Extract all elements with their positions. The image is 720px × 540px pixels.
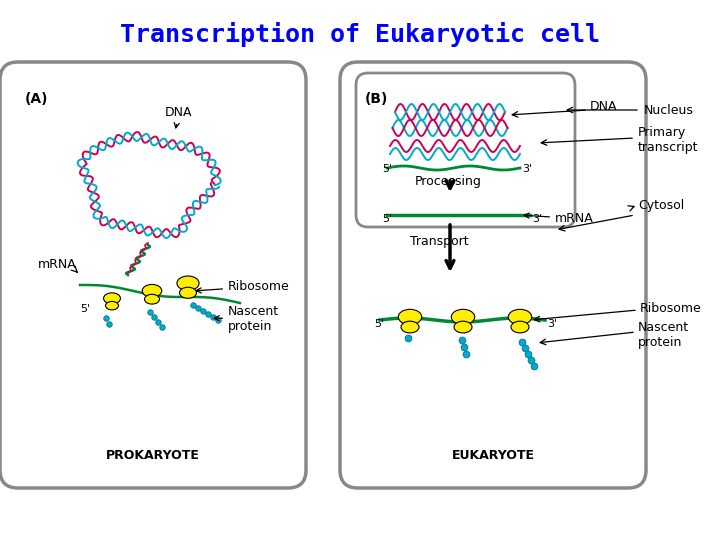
Text: Processing: Processing xyxy=(415,175,482,188)
Text: Nascent
protein: Nascent protein xyxy=(214,305,279,333)
FancyBboxPatch shape xyxy=(340,62,646,488)
Text: Ribosome: Ribosome xyxy=(196,280,289,293)
Text: Nucleus: Nucleus xyxy=(644,104,694,117)
Text: DNA: DNA xyxy=(590,100,618,113)
FancyBboxPatch shape xyxy=(356,73,575,227)
Text: PROKARYOTE: PROKARYOTE xyxy=(106,449,200,462)
Text: 5': 5' xyxy=(382,164,392,174)
Text: DNA: DNA xyxy=(165,106,192,128)
Ellipse shape xyxy=(106,301,119,310)
Ellipse shape xyxy=(401,321,419,333)
Ellipse shape xyxy=(145,294,160,304)
Ellipse shape xyxy=(104,293,120,304)
Text: Cytosol: Cytosol xyxy=(638,199,684,212)
Ellipse shape xyxy=(179,287,197,298)
Text: (B): (B) xyxy=(365,92,388,106)
Ellipse shape xyxy=(398,309,422,325)
Ellipse shape xyxy=(143,285,162,297)
Text: 3': 3' xyxy=(532,214,542,224)
Ellipse shape xyxy=(177,276,199,291)
Text: EUKARYOTE: EUKARYOTE xyxy=(451,449,534,462)
Ellipse shape xyxy=(451,309,474,325)
Text: (A): (A) xyxy=(25,92,48,106)
Ellipse shape xyxy=(454,321,472,333)
Ellipse shape xyxy=(511,321,529,333)
Ellipse shape xyxy=(508,309,531,325)
FancyBboxPatch shape xyxy=(0,62,306,488)
Text: 5': 5' xyxy=(382,214,392,224)
Text: Transcription of Eukaryotic cell: Transcription of Eukaryotic cell xyxy=(120,22,600,47)
Text: 3': 3' xyxy=(547,319,557,329)
Text: 5': 5' xyxy=(80,304,90,314)
Text: mRNA: mRNA xyxy=(38,259,77,272)
Text: Nascent
protein: Nascent protein xyxy=(638,321,689,349)
Text: 3': 3' xyxy=(522,164,532,174)
Text: Ribosome: Ribosome xyxy=(640,301,702,314)
Text: Primary
transcript: Primary transcript xyxy=(638,126,698,154)
Text: 5': 5' xyxy=(374,319,384,329)
Text: Transport: Transport xyxy=(410,235,469,248)
Text: mRNA: mRNA xyxy=(524,212,594,225)
